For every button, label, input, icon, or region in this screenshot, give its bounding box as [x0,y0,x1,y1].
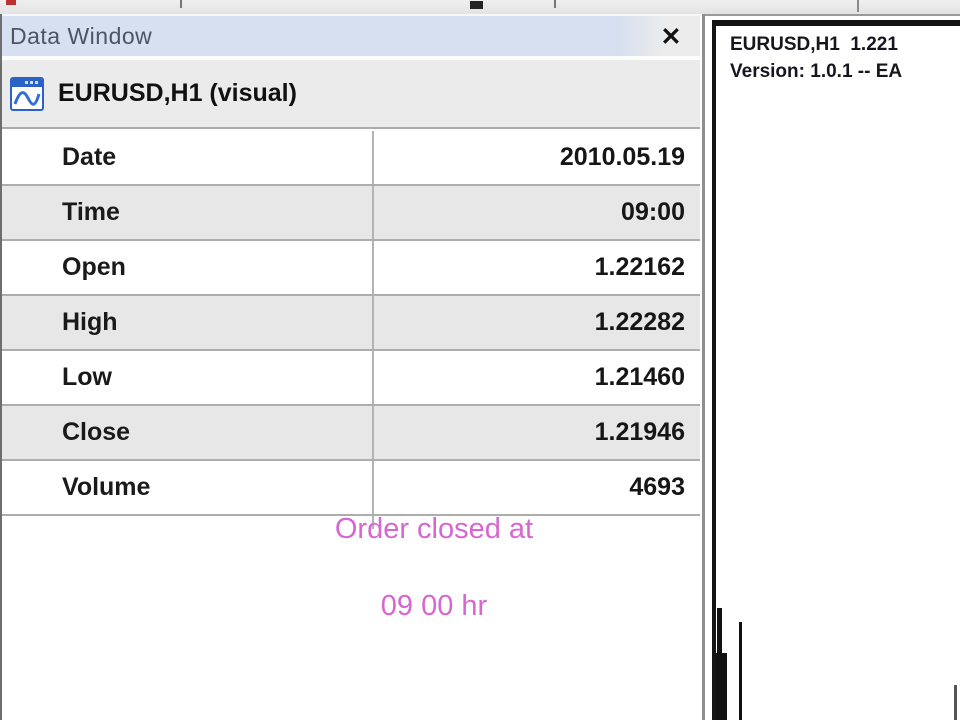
ea-version-label: Version: 1.0.1 -- EA [730,61,903,82]
row-label: Time [62,198,120,226]
symbol-header-row: EURUSD,H1 (visual) [2,60,700,129]
toolbar-artifact-red [6,0,16,5]
row-label: Open [62,253,126,281]
row-label: Date [62,143,117,171]
annotation-order-closed: Order closed at [334,513,534,545]
symbol-label: EURUSD,H1 (visual) [58,79,297,107]
data-window-panel: Data Window ✕ EURUSD,H1 (visual) Date 20… [0,14,700,720]
row-value: 2010.05.19 [372,131,700,184]
row-value: 1.21460 [372,351,700,404]
row-value: 09:00 [372,186,700,239]
table-row-high: High 1.22282 [2,296,700,351]
row-label: Volume [62,473,151,501]
row-label: Close [62,418,131,446]
column-divider-tail [372,516,374,529]
row-value: 1.21946 [372,406,700,459]
toolbar-artifact-square [470,1,483,9]
table-row-volume: Volume 4693 [2,461,700,516]
chart-symbol-quote: EURUSD,H1 1.221 [730,34,898,55]
panel-splitter[interactable] [702,14,705,720]
volume-bar [716,653,727,720]
panel-title: Data Window [10,22,153,49]
toolbar-artifact-line [857,0,859,12]
table-row-low: Low 1.21460 [2,351,700,406]
top-toolbar-strip [0,0,960,15]
annotation-time: 09 00 hr [380,590,488,622]
close-icon[interactable]: ✕ [660,23,682,51]
table-row-open: Open 1.22162 [2,241,700,296]
chart-window-icon [10,76,44,111]
data-window-titlebar[interactable]: Data Window ✕ [2,14,700,58]
volume-bar [954,685,957,720]
table-row-time: Time 09:00 [2,186,700,241]
row-label: Low [62,363,112,391]
table-row-close: Close 1.21946 [2,406,700,461]
row-value: 1.22162 [372,241,700,294]
volume-bar [739,622,742,720]
toolbar-artifact-tick [180,0,182,8]
row-label: High [62,308,118,336]
row-value: 4693 [372,461,700,514]
row-value: 1.22282 [372,296,700,349]
toolbar-artifact-tick [554,0,556,8]
data-table: Date 2010.05.19 Time 09:00 Open 1.22162 … [2,131,700,516]
table-row-date: Date 2010.05.19 [2,131,700,186]
chart-window: EURUSD,H1 1.221 Version: 1.0.1 -- EA [712,20,960,720]
